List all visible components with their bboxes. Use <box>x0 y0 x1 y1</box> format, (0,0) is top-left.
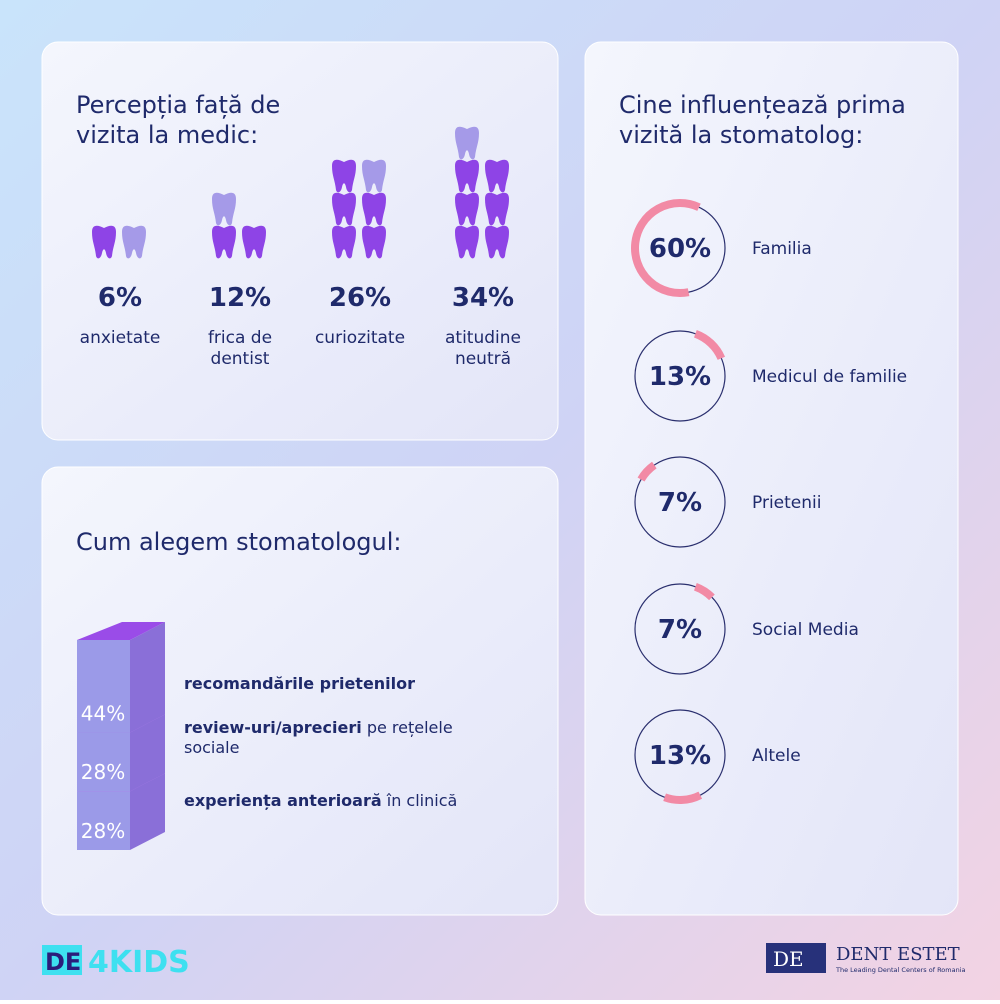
tooth-icon <box>332 192 356 226</box>
cube-label: 28% <box>81 760 125 784</box>
tooth-icon <box>455 192 479 226</box>
ring <box>634 456 726 548</box>
text: pe rețelele <box>362 718 453 737</box>
percent: 12% <box>209 283 271 313</box>
bold-text: recomandările prietenilor <box>184 674 415 693</box>
tooth-icon <box>362 225 386 259</box>
logo: DE <box>45 948 81 976</box>
card <box>41 41 559 441</box>
bold-text: review-uri/aprecieri <box>184 718 362 737</box>
cube-front <box>77 791 130 850</box>
percent: 26% <box>329 283 391 313</box>
ring-arc <box>663 791 703 804</box>
ring-arc <box>693 329 726 361</box>
logo: 4KIDS <box>88 945 190 980</box>
text: în clinică <box>382 791 458 810</box>
label: Social Media <box>752 620 859 640</box>
tooth-icon <box>455 126 479 160</box>
percent: 60% <box>649 234 711 264</box>
percent: 6% <box>98 283 142 313</box>
label: atitudine <box>445 328 521 348</box>
tooth-icon <box>362 192 386 226</box>
tooth-icon <box>92 225 116 259</box>
tooth-icon <box>485 225 509 259</box>
tooth-icon <box>212 192 236 226</box>
tagline: The Leading Dental Centers of Romania <box>835 966 966 974</box>
label: Altele <box>752 746 801 766</box>
cube-front <box>77 640 130 733</box>
tooth-icon <box>485 159 509 193</box>
cube-top <box>77 622 165 640</box>
description: review-uri/aprecieri pe rețelele sociale <box>184 718 453 757</box>
tooth-icon <box>332 225 356 259</box>
tooth-icon <box>122 225 146 259</box>
tooth-icon <box>455 225 479 259</box>
cube-side <box>130 714 165 792</box>
cube-label: 28% <box>81 819 125 843</box>
description: experiența anterioară în clinică <box>184 791 457 810</box>
label: Prietenii <box>752 493 821 513</box>
cube-label: 44% <box>81 701 125 725</box>
label: Familia <box>752 239 812 259</box>
label: dentist <box>211 349 270 369</box>
logo-box <box>42 945 82 975</box>
tooth-icon <box>242 225 266 259</box>
label: anxietate <box>80 328 161 348</box>
title: vizita la medic: <box>76 121 258 149</box>
description: recomandările prietenilor <box>184 674 415 693</box>
title: Cine influențează prima <box>619 91 906 119</box>
percent: 7% <box>658 615 702 645</box>
tooth-icon <box>212 225 236 259</box>
cube-front <box>77 732 130 792</box>
tooth-icon <box>455 159 479 193</box>
title: Cum alegem stomatologul: <box>76 528 401 556</box>
logo-box <box>766 943 826 973</box>
title: Percepția față de <box>76 91 280 119</box>
label: Medicul de familie <box>752 367 907 387</box>
percent: 13% <box>649 741 711 771</box>
title: vizită la stomatolog: <box>619 121 863 149</box>
percent: 13% <box>649 362 711 392</box>
tooth-icon <box>332 159 356 193</box>
percent: 34% <box>452 283 514 313</box>
tooth-icon <box>485 192 509 226</box>
label: frica de <box>208 328 272 348</box>
label: neutră <box>455 349 511 369</box>
bold-text: experiența anterioară <box>184 791 382 810</box>
logo: DENT ESTET <box>836 944 960 965</box>
ring-arc <box>631 199 701 297</box>
text: sociale <box>184 738 239 757</box>
ring <box>634 583 726 675</box>
card <box>584 41 959 916</box>
ring <box>634 330 726 422</box>
card <box>41 466 559 916</box>
ring-arc <box>637 461 657 482</box>
logo: DE <box>773 947 804 971</box>
tooth-icon <box>362 159 386 193</box>
cube-side <box>130 622 165 733</box>
cube-side <box>130 773 165 850</box>
label: curiozitate <box>315 328 405 348</box>
percent: 7% <box>658 488 702 518</box>
ring-arc <box>693 582 715 601</box>
